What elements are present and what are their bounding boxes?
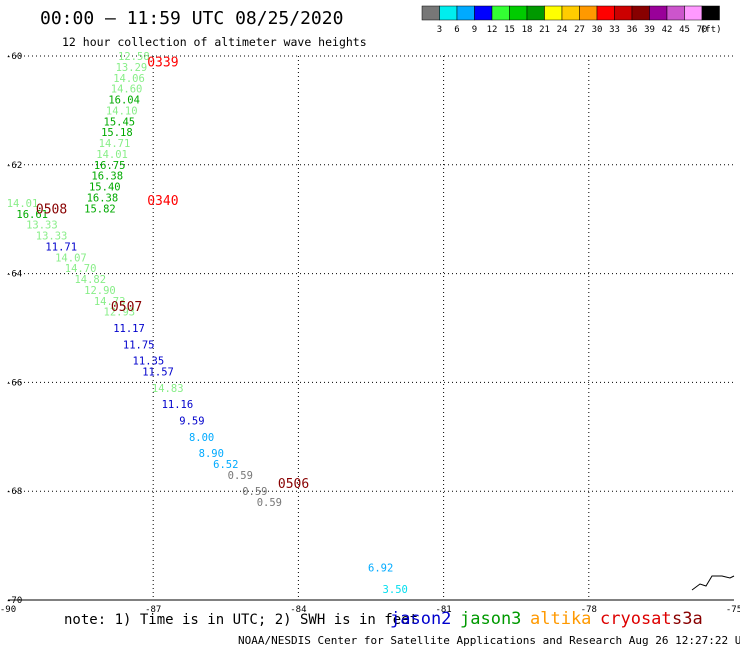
chart-title: 00:00 – 11:59 UTC 08/25/2020 bbox=[40, 8, 344, 29]
colorbar-tick-label: 70 bbox=[697, 25, 708, 35]
swh-value: 14.01 bbox=[7, 198, 39, 210]
y-tick-label: -68 bbox=[6, 487, 22, 497]
colorbar-tick-label: 36 bbox=[627, 25, 638, 35]
swh-value: 6.52 bbox=[213, 459, 238, 471]
colorbar-tick-label: 15 bbox=[504, 25, 515, 35]
swh-value: 15.45 bbox=[104, 116, 136, 128]
swh-value: 14.07 bbox=[55, 252, 87, 264]
time-label: 0506 bbox=[278, 477, 309, 492]
swh-value: 12.93 bbox=[104, 307, 136, 319]
colorbar-tick-label: 9 bbox=[472, 25, 477, 35]
satellite-legend-item: cryosat bbox=[600, 609, 672, 629]
swh-value: 16.38 bbox=[87, 192, 119, 204]
colorbar-tick-label: 21 bbox=[539, 25, 550, 35]
swh-value: 6.92 bbox=[368, 562, 393, 574]
x-tick-label: -87 bbox=[145, 605, 161, 615]
time-label: 0508 bbox=[36, 202, 67, 217]
colorbar-tick-label: 30 bbox=[592, 25, 603, 35]
y-tick-label: -66 bbox=[6, 378, 22, 388]
y-tick-label: -70 bbox=[6, 596, 22, 606]
satellite-legend-item: s3a bbox=[672, 609, 703, 629]
x-tick-label: -81 bbox=[435, 605, 451, 615]
swh-value: 15.82 bbox=[84, 203, 116, 215]
swh-value: 13.29 bbox=[116, 62, 148, 74]
swh-value: 16.75 bbox=[94, 160, 126, 172]
satellite-legend-item: jason2 bbox=[390, 609, 452, 629]
swh-value: 11.35 bbox=[133, 356, 165, 368]
y-tick-label: -62 bbox=[6, 161, 22, 171]
swh-value: 14.60 bbox=[111, 84, 143, 96]
swh-value: 3.50 bbox=[383, 584, 408, 596]
time-label: 0339 bbox=[147, 55, 178, 70]
swh-value: 15.40 bbox=[89, 182, 121, 194]
color-scale-legend: 3 6 9 12 15 18 21 24 27 30 33 36 39 42 45 70(ft) bbox=[421, 5, 722, 35]
y-tick-label: -64 bbox=[6, 270, 22, 280]
y-tick-label: -60 bbox=[6, 52, 22, 62]
swh-value: 14.71 bbox=[99, 138, 131, 150]
swh-value: 14.70 bbox=[65, 263, 97, 275]
colorbar-tick-label: 12 bbox=[487, 25, 498, 35]
colorbar-swatch bbox=[701, 5, 720, 21]
swh-value: 0.59 bbox=[242, 486, 267, 498]
note-text: note: 1) Time is in UTC; 2) SWH is in fe… bbox=[64, 612, 419, 628]
swh-value: 0.59 bbox=[228, 470, 253, 482]
swh-value: 13.33 bbox=[26, 220, 58, 232]
swh-value: 11.17 bbox=[113, 323, 145, 335]
swh-value: 11.75 bbox=[123, 339, 155, 351]
colorbar-tick-label: 6 bbox=[454, 25, 459, 35]
colorbar-unit: (ft) bbox=[700, 25, 722, 35]
swh-value: 14.73 bbox=[94, 296, 126, 308]
colorbar-tick-label: 45 bbox=[679, 25, 690, 35]
x-tick-label: -78 bbox=[581, 605, 597, 615]
colorbar-tick-label: 33 bbox=[609, 25, 620, 35]
colorbar-tick-label: 3 bbox=[437, 25, 442, 35]
colorbar-tick-label: 39 bbox=[644, 25, 655, 35]
chart-subtitle: 12 hour collection of altimeter wave hei… bbox=[62, 35, 367, 49]
swh-value: 14.82 bbox=[74, 274, 106, 286]
x-tick-label: -90 bbox=[0, 605, 16, 615]
time-label: 0507 bbox=[111, 300, 142, 315]
satellite-legend-item: jason3 bbox=[460, 609, 522, 629]
swh-value: 16.38 bbox=[91, 171, 123, 183]
x-tick-label: -75 bbox=[726, 605, 740, 615]
colorbar-tick-label: 24 bbox=[557, 25, 568, 35]
swh-value: 12.90 bbox=[84, 285, 116, 297]
credit-text: NOAA/NESDIS Center for Satellite Applica… bbox=[238, 634, 740, 647]
swh-value: 14.06 bbox=[113, 73, 145, 85]
swh-value: 0.59 bbox=[257, 497, 282, 509]
swh-value: 14.83 bbox=[152, 383, 184, 395]
coastline bbox=[691, 575, 735, 591]
colorbar-tick-label: 18 bbox=[522, 25, 533, 35]
time-label: 0340 bbox=[147, 194, 178, 209]
swh-value: 8.00 bbox=[189, 432, 214, 444]
swh-value: 16.61 bbox=[16, 209, 48, 221]
swh-value: 9.59 bbox=[179, 415, 204, 427]
swh-value: 14.01 bbox=[96, 149, 128, 161]
swh-value: 8.90 bbox=[199, 448, 224, 460]
colorbar-tick-label: 27 bbox=[574, 25, 585, 35]
swh-value: 14.10 bbox=[106, 105, 138, 117]
swh-value: 15.18 bbox=[101, 127, 133, 139]
wave-height-map: -90 -87 -84 -81 -78 -75 -60 -62 -64 -66 -68 -70 12.5… bbox=[0, 51, 740, 615]
swh-value: 13.33 bbox=[36, 231, 68, 243]
satellite-legend-item: altika bbox=[530, 609, 592, 629]
swh-value: 11.16 bbox=[162, 399, 194, 411]
swh-value: 16.04 bbox=[108, 95, 140, 107]
swh-value: 12.58 bbox=[118, 51, 150, 63]
swh-value: 11.57 bbox=[142, 367, 174, 379]
colorbar-tick-label: 42 bbox=[662, 25, 673, 35]
swh-value: 11.71 bbox=[45, 241, 77, 253]
x-tick-label: -84 bbox=[290, 605, 306, 615]
